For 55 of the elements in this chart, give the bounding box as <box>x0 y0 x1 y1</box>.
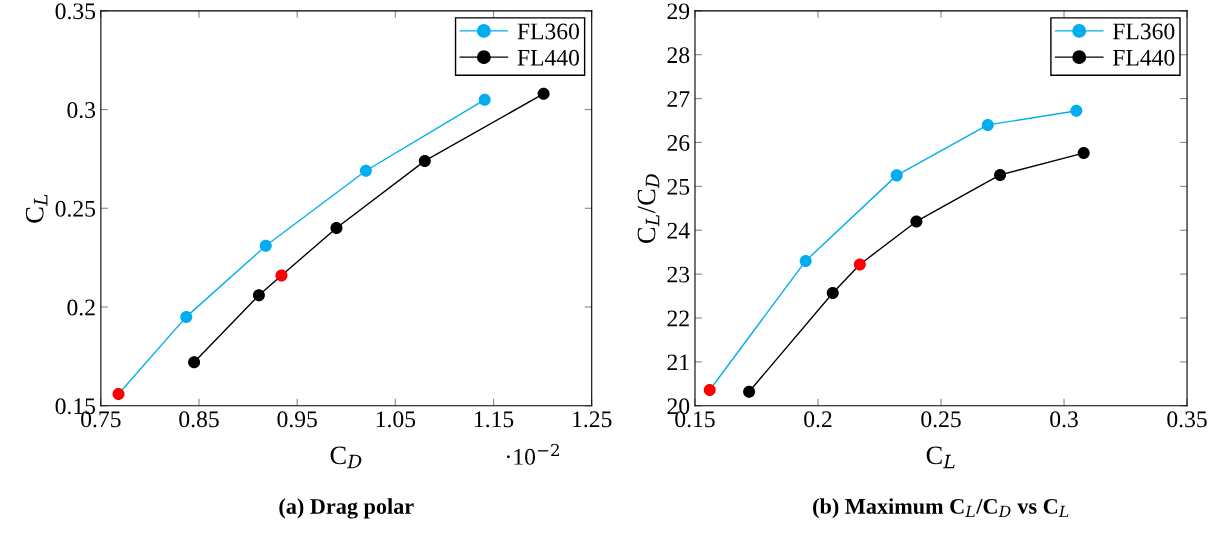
y-axis-title: C$_{L}$ <box>25 194 48 223</box>
point <box>275 269 288 282</box>
y-tick-label: 22 <box>667 310 689 327</box>
y-tick-label: 27 <box>667 91 690 107</box>
text: ·10$^{−2}$ <box>507 443 559 465</box>
legend-label: FL360 <box>517 23 579 40</box>
point <box>1070 104 1083 117</box>
point <box>826 286 839 299</box>
legend-label: FL360 <box>1112 23 1175 40</box>
text: (a) Drag polar <box>279 498 414 519</box>
y-tick-label: 24 <box>667 222 690 239</box>
y-tick-label: 0.3 <box>67 102 96 119</box>
x-tick-label: 0.2 <box>804 411 832 428</box>
point <box>743 385 756 398</box>
point <box>799 254 812 267</box>
y-tick-label: 0.35 <box>55 3 96 20</box>
legend-label: FL440 <box>1112 49 1175 66</box>
point <box>252 289 265 302</box>
point <box>981 118 994 131</box>
point <box>330 222 343 235</box>
y-axis-title: C$_{L}$/C$_{D}$ <box>637 174 660 243</box>
x-tick-label: 0.35 <box>1167 411 1207 428</box>
y-tick-label: 25 <box>667 178 690 195</box>
point <box>890 169 903 182</box>
point <box>112 387 125 400</box>
point <box>703 383 716 396</box>
point <box>359 164 372 177</box>
x-tick-label: 1.05 <box>376 411 416 428</box>
x-tick-label: 0.25 <box>921 411 961 428</box>
point <box>910 215 923 228</box>
x-tick-label: 1.25 <box>573 411 612 428</box>
y-tick-label: 28 <box>667 47 690 64</box>
x-tick-label: 0.95 <box>277 411 317 428</box>
x-tick-label: 0.3 <box>1050 411 1078 428</box>
x-axis-title: C$_{D}$ <box>330 446 362 469</box>
point <box>537 87 550 100</box>
y-tick-label: 21 <box>667 354 689 371</box>
point <box>180 310 193 323</box>
point <box>259 239 272 252</box>
x-tick-label: 1.15 <box>474 411 514 428</box>
point <box>188 356 201 369</box>
point <box>478 93 491 106</box>
y-tick-label: 0.2 <box>67 299 95 316</box>
legend-label: FL440 <box>517 49 579 66</box>
y-tick-label: 29 <box>667 3 690 20</box>
point <box>994 168 1007 181</box>
y-tick-label: 23 <box>667 266 690 283</box>
x-tick-label: 0.85 <box>179 411 219 428</box>
y-tick-label: 26 <box>667 135 690 151</box>
point <box>1077 146 1090 160</box>
point <box>853 258 866 271</box>
x-axis-title: C$_{L}$ <box>926 446 955 469</box>
y-tick-label: 0.25 <box>55 200 96 217</box>
text: (b) Maximum C$_{L}$/C$_{D}$ vs C$_{L}$ <box>813 498 1069 519</box>
point <box>418 154 431 167</box>
